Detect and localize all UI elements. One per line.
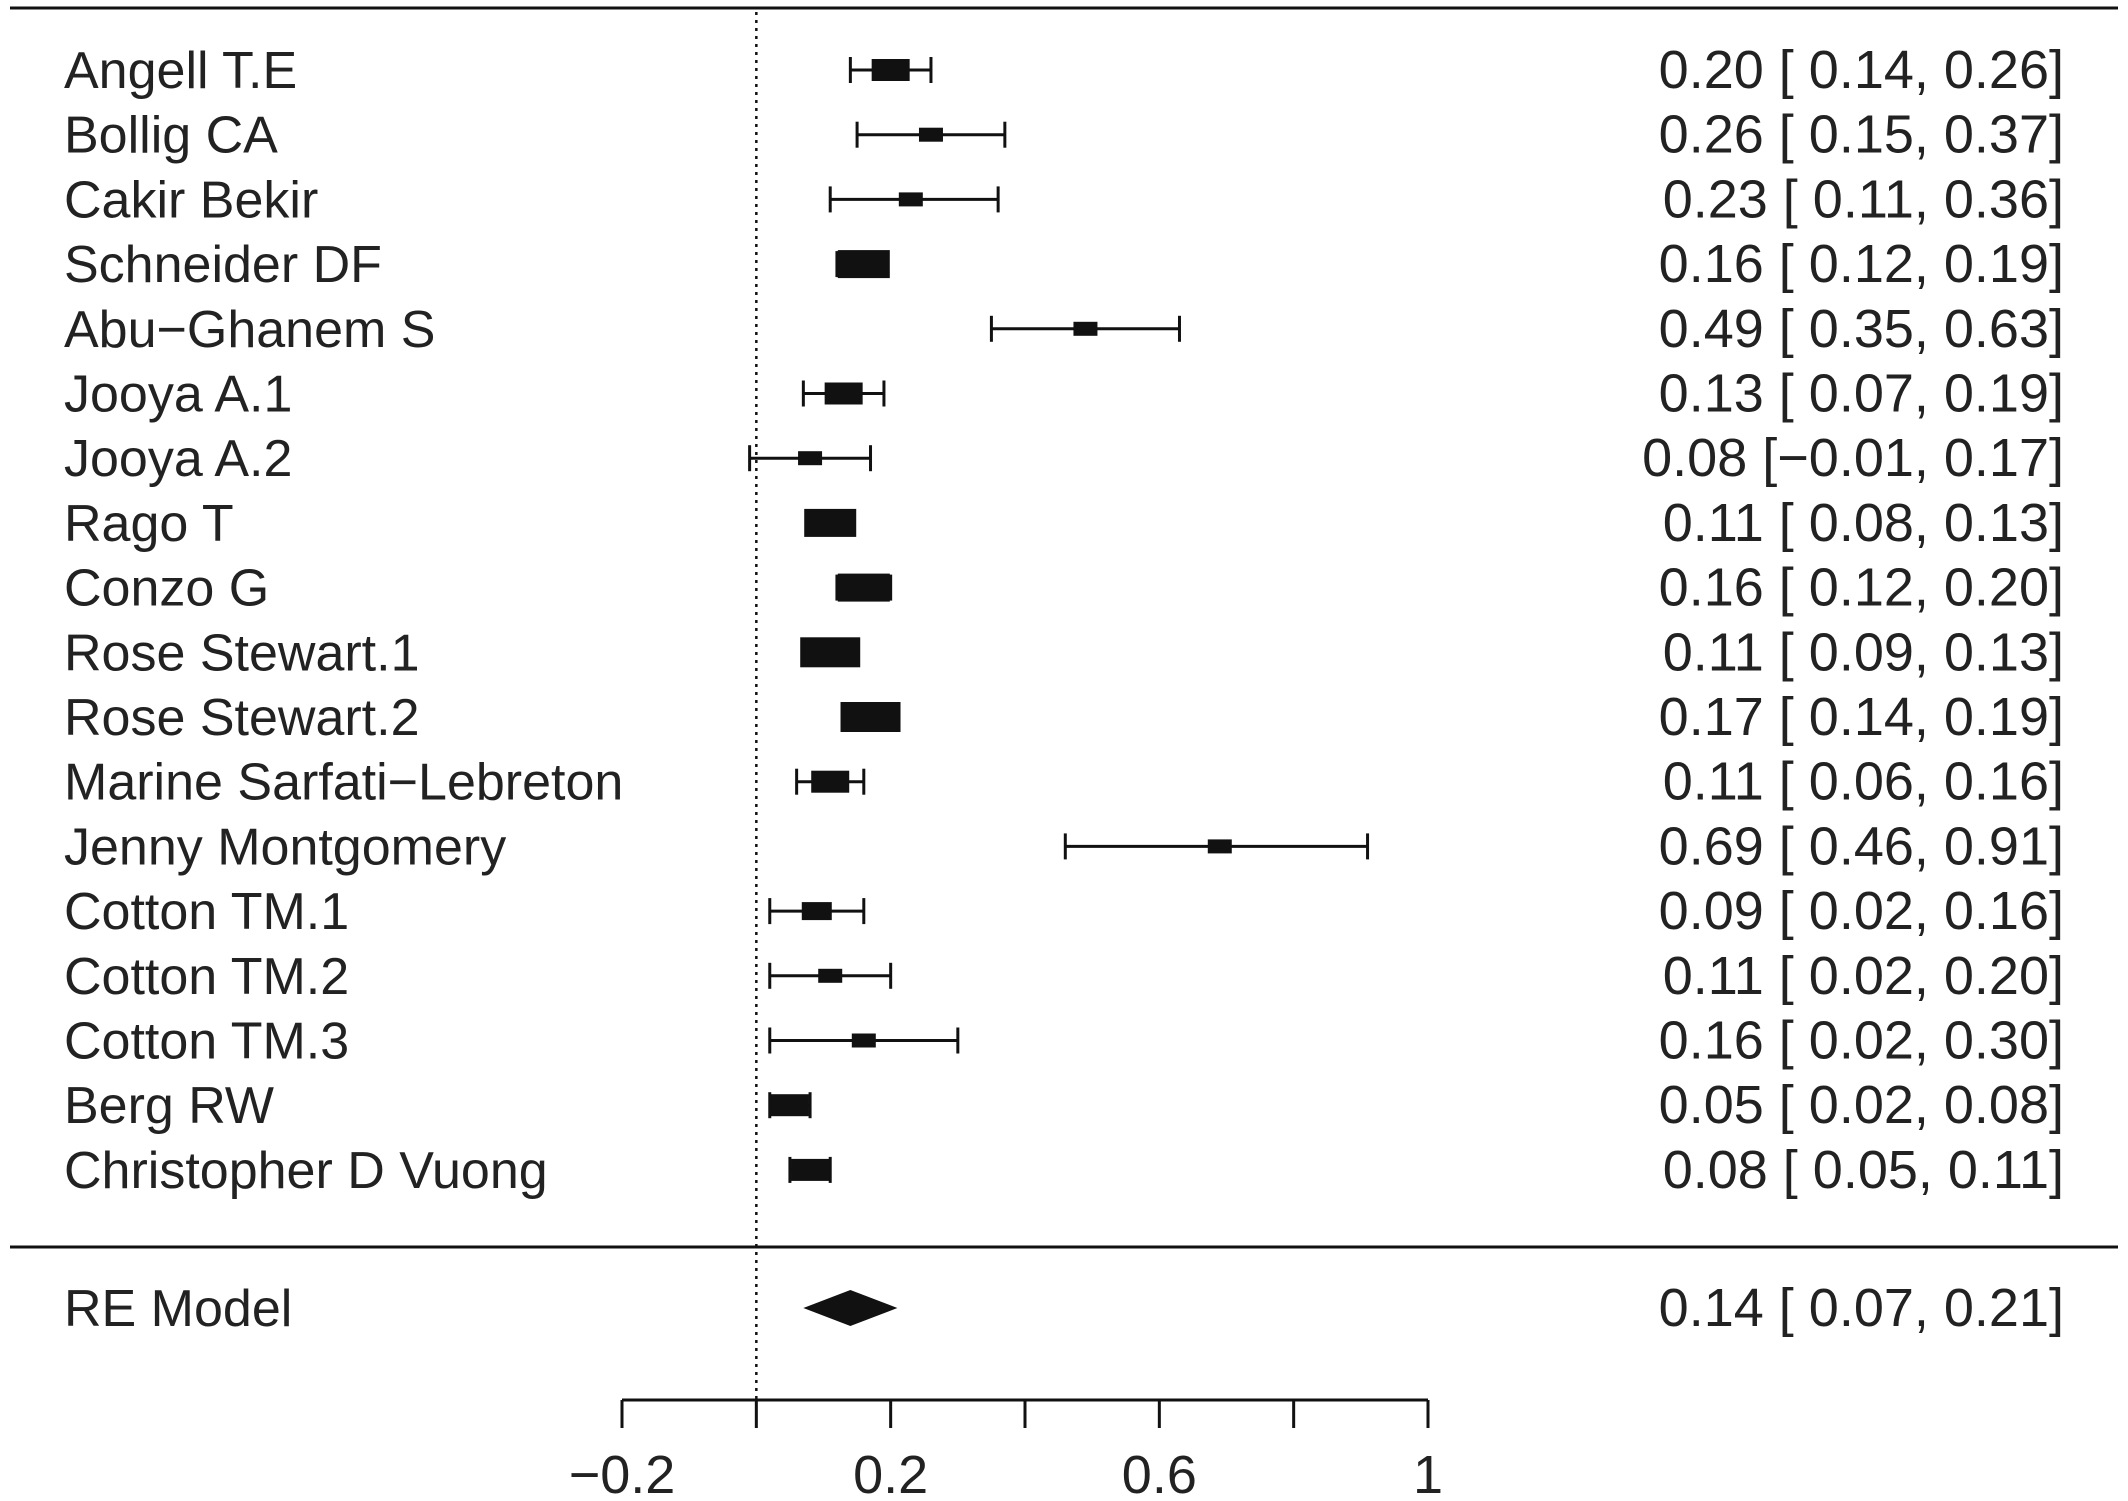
axis-tick-label: −0.2 <box>569 1445 676 1501</box>
point-estimate-box <box>837 250 890 279</box>
study-row: Jooya A.2 0.08 [−0.01, 0.17] <box>64 428 2064 488</box>
ci-value-text: 0.08 [−0.01, 0.17] <box>1642 428 2064 488</box>
point-estimate-box <box>840 702 901 732</box>
point-estimate-box <box>824 382 863 405</box>
ci-value-text: 0.49 [ 0.35, 0.63] <box>1659 299 2064 359</box>
point-estimate-box <box>800 637 861 668</box>
point-estimate-box <box>770 1094 809 1117</box>
study-row: Jenny Montgomery 0.69 [ 0.46, 0.91] <box>64 816 2064 876</box>
point-estimate-box <box>1207 839 1232 854</box>
point-estimate-box <box>837 573 890 602</box>
study-row: Marine Sarfati−Lebreton 0.11 [ 0.06, 0.16… <box>64 752 2064 812</box>
study-label: Rago T <box>64 495 234 553</box>
study-label: Cotton TM.1 <box>64 883 349 941</box>
study-label: Angell T.E <box>64 42 297 100</box>
study-label: Jooya A.1 <box>64 366 292 424</box>
ci-value-text: 0.11 [ 0.08, 0.13] <box>1663 493 2064 553</box>
x-axis: −0.2 0.2 0.6 1 <box>569 1398 1443 1501</box>
study-row: Cakir Bekir 0.23 [ 0.11, 0.36] <box>64 169 2064 229</box>
ci-value-text: 0.09 [ 0.02, 0.16] <box>1659 881 2064 941</box>
study-label: Rose Stewart.2 <box>64 689 420 747</box>
ci-value-text: 0.26 [ 0.15, 0.37] <box>1659 105 2064 165</box>
ci-value-text: 0.16 [ 0.12, 0.20] <box>1659 558 2064 618</box>
point-estimate-box <box>801 902 832 921</box>
ci-value-text: 0.23 [ 0.11, 0.36] <box>1663 169 2064 229</box>
point-estimate-box <box>871 59 910 81</box>
study-row: Schneider DF 0.16 [ 0.12, 0.19] <box>64 234 2064 294</box>
point-estimate-box <box>791 1158 830 1181</box>
ci-value-text: 0.16 [ 0.12, 0.19] <box>1659 234 2064 294</box>
study-row: Angell T.E 0.20 [ 0.14, 0.26] <box>64 40 2064 100</box>
study-label: Berg RW <box>64 1077 274 1135</box>
study-label: Cakir Bekir <box>64 171 318 229</box>
ci-value-text: 0.11 [ 0.02, 0.20] <box>1663 946 2064 1006</box>
point-estimate-box <box>804 508 857 537</box>
study-row: Bollig CA 0.26 [ 0.15, 0.37] <box>64 105 2064 165</box>
axis-tick-label: 1 <box>1413 1445 1443 1501</box>
study-label: Abu−Ghanem S <box>64 301 435 359</box>
ci-value-text: 0.13 [ 0.07, 0.19] <box>1659 364 2064 424</box>
study-label: Cotton TM.3 <box>64 1013 349 1071</box>
study-label: Cotton TM.2 <box>64 948 349 1006</box>
ci-value-text: 0.20 [ 0.14, 0.26] <box>1659 40 2064 100</box>
study-row: Cotton TM.3 0.16 [ 0.02, 0.30] <box>64 1011 2064 1071</box>
study-label: Jenny Montgomery <box>64 818 506 876</box>
point-estimate-box <box>918 127 943 142</box>
study-label: Marine Sarfati−Lebreton <box>64 754 623 812</box>
study-label: Bollig CA <box>64 107 278 165</box>
ci-value-text: 0.69 [ 0.46, 0.91] <box>1659 816 2064 876</box>
ci-value-text: 0.16 [ 0.02, 0.30] <box>1659 1011 2064 1071</box>
ci-value-text: 0.11 [ 0.06, 0.16] <box>1663 752 2064 812</box>
study-row: Abu−Ghanem S 0.49 [ 0.35, 0.63] <box>64 299 2064 359</box>
study-label: Schneider DF <box>64 236 382 294</box>
summary-diamond <box>803 1290 898 1326</box>
point-estimate-box <box>1073 321 1098 336</box>
point-estimate-box <box>851 1033 876 1048</box>
point-estimate-box <box>898 192 923 207</box>
study-label: Rose Stewart.1 <box>64 624 420 682</box>
study-row: Cotton TM.2 0.11 [ 0.02, 0.20] <box>64 946 2064 1006</box>
point-estimate-box <box>818 968 843 983</box>
summary-ci-text: 0.14 [ 0.07, 0.21] <box>1659 1278 2064 1338</box>
study-row: Jooya A.1 0.13 [ 0.07, 0.19] <box>64 364 2064 424</box>
study-row: Conzo G 0.16 [ 0.12, 0.20] <box>64 558 2064 618</box>
ci-value-text: 0.08 [ 0.05, 0.11] <box>1663 1140 2064 1200</box>
ci-value-text: 0.11 [ 0.09, 0.13] <box>1663 622 2064 682</box>
study-row: Berg RW 0.05 [ 0.02, 0.08] <box>64 1075 2064 1135</box>
axis-tick-label: 0.6 <box>1122 1445 1197 1501</box>
summary-label: RE Model <box>64 1280 292 1338</box>
point-estimate-box <box>811 770 850 793</box>
study-rows: Angell T.E 0.20 [ 0.14, 0.26] Bollig CA 0.2… <box>64 40 2064 1200</box>
ci-value-text: 0.05 [ 0.02, 0.08] <box>1659 1075 2064 1135</box>
study-label: Conzo G <box>64 560 269 618</box>
point-estimate-box <box>798 451 823 466</box>
study-label: Christopher D Vuong <box>64 1142 548 1200</box>
summary-row: RE Model 0.14 [ 0.07, 0.21] <box>64 1278 2064 1338</box>
ci-value-text: 0.17 [ 0.14, 0.19] <box>1659 687 2064 747</box>
study-label: Jooya A.2 <box>64 430 292 488</box>
study-row: Rago T 0.11 [ 0.08, 0.13] <box>64 493 2064 553</box>
study-row: Rose Stewart.2 0.17 [ 0.14, 0.19] <box>64 687 2064 747</box>
study-row: Christopher D Vuong 0.08 [ 0.05, 0.11] <box>64 1140 2064 1200</box>
study-row: Cotton TM.1 0.09 [ 0.02, 0.16] <box>64 881 2064 941</box>
study-row: Rose Stewart.1 0.11 [ 0.09, 0.13] <box>64 622 2064 682</box>
axis-tick-label: 0.2 <box>853 1445 928 1501</box>
